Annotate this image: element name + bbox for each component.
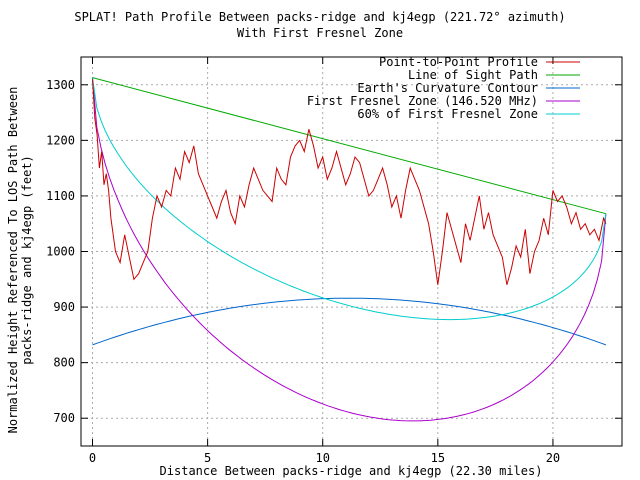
x-tick-label: 20 — [546, 451, 560, 465]
legend-label: Earth's Curvature Contour — [357, 81, 538, 95]
y-tick-label: 1100 — [46, 189, 75, 203]
y-tick-label: 800 — [53, 356, 75, 370]
grid — [81, 57, 622, 446]
x-tick-label: 10 — [315, 451, 329, 465]
axes: 700 800 900 1000 1100 1200 1300 0 5 10 15 20 — [46, 57, 622, 465]
legend-label: Line of Sight Path — [408, 68, 538, 82]
y-tick-label: 1000 — [46, 245, 75, 259]
fresnel-60-line — [92, 77, 607, 321]
y-tick-label: 1300 — [46, 78, 75, 92]
x-tick-label: 15 — [431, 451, 445, 465]
legend-label: 60% of First Fresnel Zone — [357, 107, 538, 121]
profile-line — [92, 79, 607, 285]
y-tick-label: 900 — [53, 300, 75, 314]
series-group — [92, 77, 607, 422]
x-tick-label: 5 — [204, 451, 211, 465]
legend-label: Point-to-Point Profile — [379, 55, 538, 69]
line-of-sight-line — [92, 77, 607, 215]
fresnel-zone-line — [92, 77, 607, 422]
y-axis-label-line-1: Normalized Height Referenced To LOS Path… — [6, 87, 20, 434]
chart-title: SPLAT! Path Profile Between packs-ridge … — [74, 10, 566, 24]
earth-curvature-line — [92, 297, 607, 346]
y-tick-label: 1200 — [46, 133, 75, 147]
y-axis-label-line-2: packs-ridge and kj4egp (feet) — [20, 155, 34, 365]
chart-subtitle: With First Fresnel Zone — [236, 26, 404, 40]
x-axis-label: Distance Between packs-ridge and kj4egp … — [160, 464, 543, 478]
y-tick-label: 700 — [53, 411, 75, 425]
legend-label: First Fresnel Zone (146.520 MHz) — [307, 94, 538, 108]
x-tick-label: 0 — [89, 451, 96, 465]
